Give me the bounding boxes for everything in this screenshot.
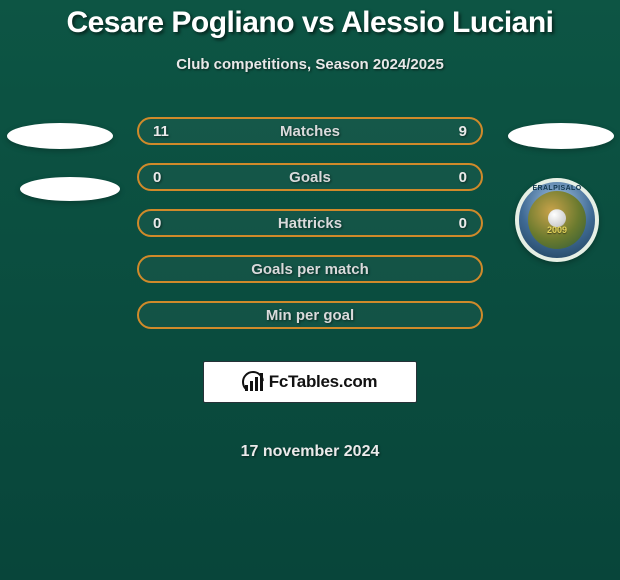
- stat-row-matches: 11 Matches 9: [137, 117, 483, 145]
- logo-text: FcTables.com: [269, 372, 378, 392]
- stat-label: Goals per match: [139, 261, 481, 278]
- stat-label: Goals: [139, 169, 481, 186]
- club-badge-icon: ERALPISALO 2009: [515, 178, 599, 262]
- fctables-logo[interactable]: FcTables.com: [203, 361, 417, 403]
- stat-label: Hattricks: [139, 215, 481, 232]
- stat-row-goals-per-match: Goals per match: [137, 255, 483, 283]
- player-placeholder-icon: [20, 177, 120, 201]
- stat-label: Matches: [139, 123, 481, 140]
- page-title: Cesare Pogliano vs Alessio Luciani: [66, 6, 553, 40]
- date-label: 17 november 2024: [241, 443, 380, 461]
- stats-block: 11 Matches 9 0 Goals 0 0 Hattricks 0 Goa…: [0, 117, 620, 461]
- stat-row-min-per-goal: Min per goal: [137, 301, 483, 329]
- badge-inner-icon: 2009: [528, 191, 586, 249]
- subtitle: Club competitions, Season 2024/2025: [176, 56, 444, 73]
- bar-chart-icon: [243, 373, 263, 391]
- badge-year: 2009: [528, 225, 586, 235]
- player-placeholder-icon: [508, 123, 614, 149]
- stat-row-hattricks: 0 Hattricks 0: [137, 209, 483, 237]
- stat-row-goals: 0 Goals 0: [137, 163, 483, 191]
- player-placeholder-icon: [7, 123, 113, 149]
- stat-label: Min per goal: [139, 307, 481, 324]
